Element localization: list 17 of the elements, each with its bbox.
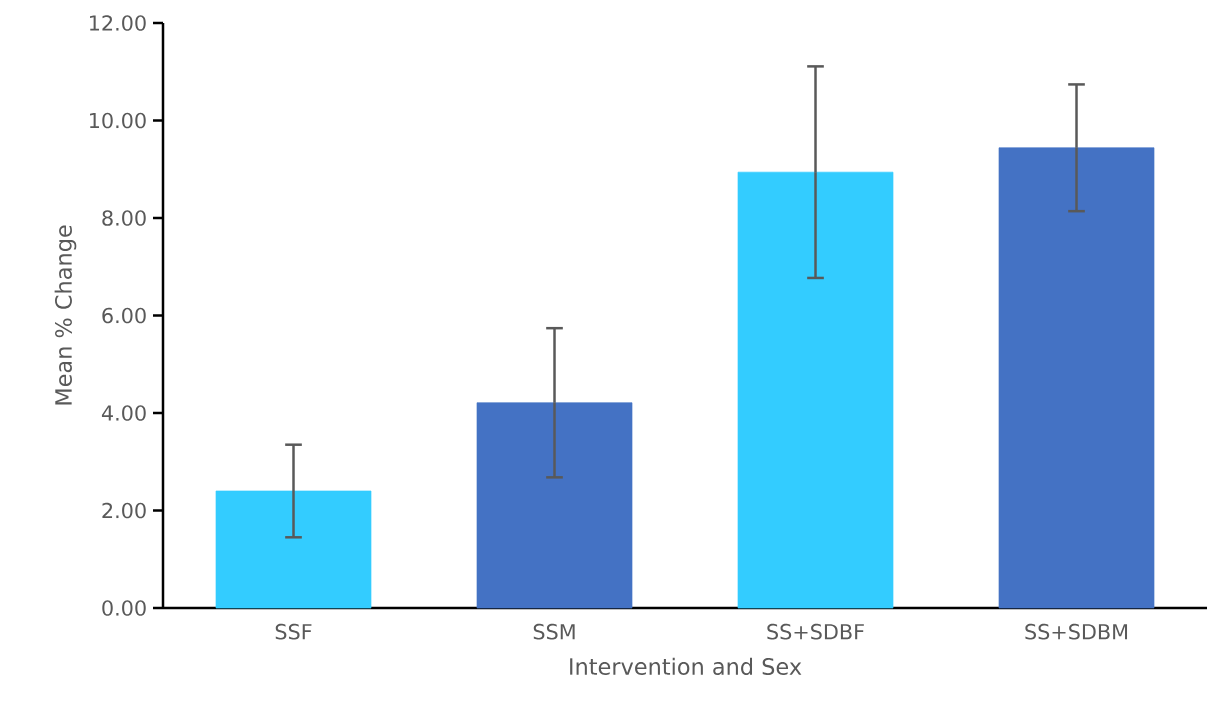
x-axis-title: Intervention and Sex [570,657,802,675]
bar [215,490,372,609]
y-tick-label: 2.00 [102,502,146,519]
x-tick-label: SS+SDBM [1025,623,1128,640]
x-tick-label: SSM [533,623,575,640]
bar [476,402,633,609]
y-tick-label: 12.00 [90,15,146,31]
x-tick-label: SSF [275,623,312,640]
bar [737,171,894,609]
y-tick-label: 4.00 [101,405,146,421]
x-tick-label: SS+SDBF [767,623,864,640]
bar [998,147,1155,609]
y-axis-title: Mean % Change [54,225,77,405]
y-tick-label: 10.00 [90,112,146,129]
y-tick-label: 8.00 [102,210,146,226]
y-tick-label: 6.00 [102,307,146,324]
y-tick-label: 0.00 [102,600,146,616]
